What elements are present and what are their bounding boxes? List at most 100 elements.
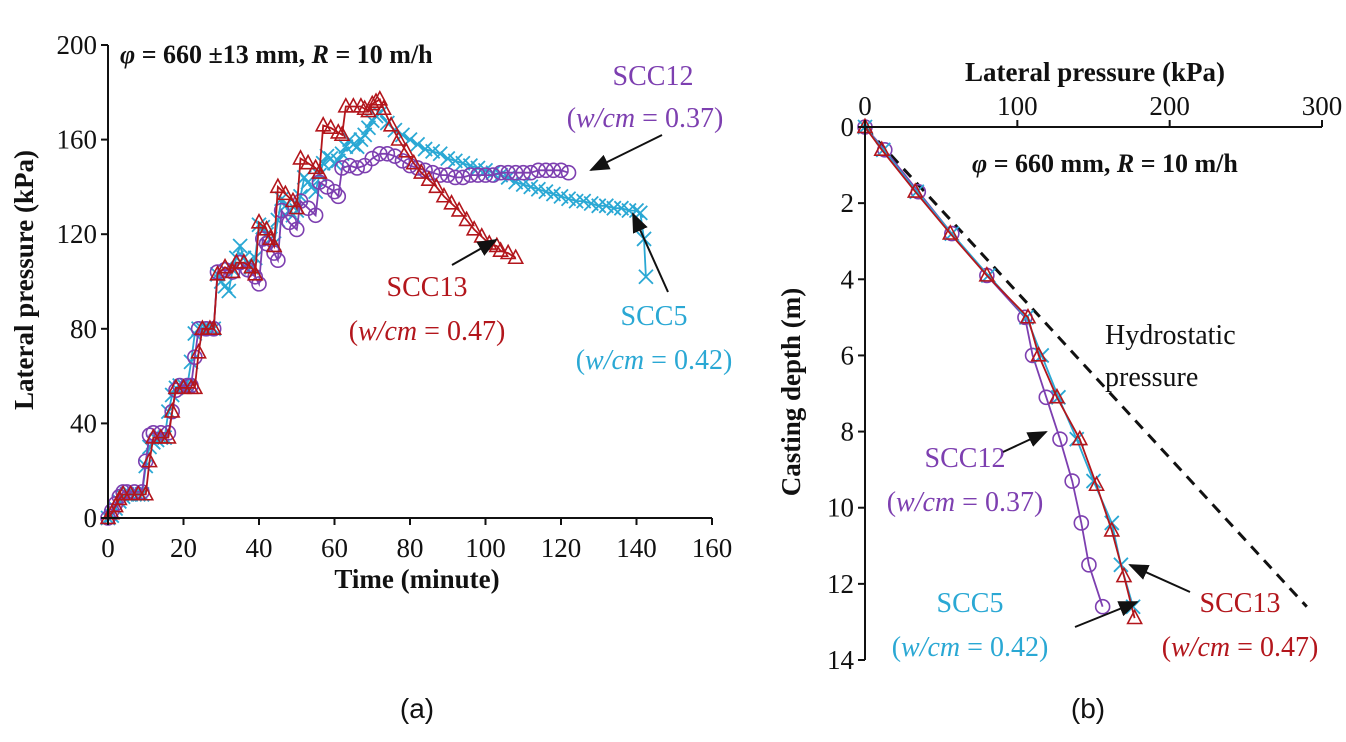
annotation-b-scc5-wcm: (w/cm = 0.42) bbox=[892, 632, 1049, 663]
series-b-scc13-point-9 bbox=[1088, 475, 1105, 492]
series-b-scc13-point-7 bbox=[1048, 387, 1066, 404]
chart-a-ytick-label-160: 160 bbox=[57, 125, 98, 155]
series-b-scc12-point-8 bbox=[1052, 431, 1068, 447]
chart-a-xtick-label-160: 160 bbox=[692, 533, 733, 563]
series-a-scc13-point-42 bbox=[329, 123, 347, 139]
series-b-scc12-point-12 bbox=[1094, 598, 1111, 615]
series-a-scc13-point-32 bbox=[269, 177, 287, 194]
series-a-scc5-point-66 bbox=[349, 139, 365, 155]
series-a-scc12-point-35 bbox=[288, 221, 305, 238]
annotation-b-scc13-wcm: (w/cm = 0.47) bbox=[1162, 632, 1319, 663]
chart-b-axes: 0 100 200 300 0 2 4 6 8 10 12 14 bbox=[827, 91, 1342, 675]
chart-a-ytick-label-120: 120 bbox=[57, 219, 98, 249]
chart-a-xtick-label-0: 0 bbox=[101, 533, 115, 563]
chart-b-ytick-label-2: 2 bbox=[841, 188, 855, 218]
series-a-scc13-point-61 bbox=[443, 194, 460, 210]
chart-a-xtick-label-20: 20 bbox=[170, 533, 197, 563]
series-a-scc13-point-29 bbox=[258, 220, 275, 236]
series-a-scc12-point-67 bbox=[515, 164, 532, 181]
chart-a-condition: φ = 660 ±13 mm, R = 10 m/h bbox=[120, 40, 433, 69]
chart-a-ylabel: Lateral pressure (kPa) bbox=[9, 150, 39, 410]
series-b-scc13-point-6 bbox=[1030, 346, 1047, 362]
series-a-scc13-point-60 bbox=[435, 186, 453, 203]
chart-a-ytick-label-80: 80 bbox=[70, 314, 97, 344]
series-b-scc13-point-2 bbox=[906, 182, 924, 198]
series-a-scc13-point-41 bbox=[322, 118, 340, 134]
series-a-scc12-point-23 bbox=[217, 261, 233, 278]
chart-b-xtick-label-0: 0 bbox=[858, 91, 872, 121]
series-b-scc12-point-9 bbox=[1064, 473, 1080, 489]
series-b-scc13-line bbox=[864, 126, 1136, 619]
panel-label-a: (a) bbox=[400, 693, 434, 724]
chart-a-xtick-label-140: 140 bbox=[616, 533, 657, 563]
series-b-scc12-point-10 bbox=[1073, 515, 1090, 531]
series-a-scc13-point-20 bbox=[205, 319, 223, 335]
series-a-scc13-point-39 bbox=[311, 163, 328, 179]
annotation-a-scc13-wcm: (w/cm = 0.47) bbox=[349, 316, 506, 347]
series-a-scc12-point-61 bbox=[470, 167, 486, 183]
series-a-scc13-point-54 bbox=[390, 130, 408, 146]
series-a-scc13-point-49 bbox=[363, 94, 381, 111]
chart-b-xtick-label-100: 100 bbox=[997, 91, 1038, 121]
series-a-scc13-point-62 bbox=[450, 201, 468, 217]
series-a-scc5-point-77 bbox=[409, 136, 426, 152]
series-a-scc13-point-63 bbox=[458, 210, 475, 227]
chart-b-condition: φ = 660 mm, R = 10 m/h bbox=[972, 149, 1238, 178]
series-a-scc13-point-28 bbox=[250, 212, 268, 229]
series-a-scc5-point-80 bbox=[432, 146, 448, 162]
series-a-scc12-point-70 bbox=[538, 162, 554, 179]
series-a-scc12-point-49 bbox=[379, 145, 396, 162]
series-b-scc13-point-8 bbox=[1071, 429, 1089, 446]
arrow-a-scc13 bbox=[451, 239, 498, 266]
chart-a-series bbox=[99, 89, 654, 526]
series-a-scc5-point-98 bbox=[568, 193, 584, 209]
series-a-scc13-point-12 bbox=[163, 402, 181, 418]
series-b-scc13-point-5 bbox=[1019, 307, 1037, 324]
hydrostatic-label-line2: pressure bbox=[1105, 362, 1198, 393]
series-a-scc12-point-39 bbox=[311, 174, 328, 190]
series-a-scc13-point-23 bbox=[224, 262, 241, 279]
chart-a-xtick-label-80: 80 bbox=[397, 533, 424, 563]
annotation-a-scc12-wcm: (w/cm = 0.37) bbox=[567, 103, 724, 134]
series-a-scc12-point-71 bbox=[545, 162, 562, 179]
chart-b-ytick-label-14: 14 bbox=[827, 645, 855, 675]
panel-label-b: (b) bbox=[1071, 693, 1105, 724]
series-b-scc12-point-3 bbox=[944, 225, 960, 242]
series-b-scc5 bbox=[857, 119, 1141, 615]
series-a-scc13-point-22 bbox=[216, 257, 234, 274]
chart-a-xlabel: Time (minute) bbox=[334, 564, 499, 594]
series-b-scc12-line bbox=[864, 126, 1104, 607]
series-a-scc12-point-28 bbox=[251, 276, 267, 292]
chart-a-xtick-label-100: 100 bbox=[465, 533, 506, 563]
chart-b-series bbox=[856, 117, 1308, 625]
series-b-scc12 bbox=[857, 119, 1111, 615]
series-a-scc13-point-55 bbox=[397, 142, 415, 158]
series-a-scc12-point-32 bbox=[270, 252, 286, 269]
series-a-scc5-point-69 bbox=[360, 120, 377, 136]
series-a-scc5-point-103 bbox=[606, 200, 622, 216]
series-a-scc12-point-60 bbox=[462, 167, 479, 183]
series-a-scc12-point-72 bbox=[553, 162, 569, 179]
annotation-a-scc5-wcm: (w/cm = 0.42) bbox=[576, 345, 733, 376]
series-b-scc13-point-3 bbox=[941, 224, 959, 240]
series-a-scc13-point-58 bbox=[420, 170, 438, 186]
chart-a-axes: 0 20 40 60 80 100 120 140 160 0 40 80 120 160 200 bbox=[57, 30, 733, 563]
annotation-a-scc13-name: SCC13 bbox=[387, 272, 468, 303]
series-a-scc13-point-7 bbox=[137, 484, 155, 501]
chart-b-xlabel: Lateral pressure (kPa) bbox=[965, 57, 1225, 87]
chart-a: 0 20 40 60 80 100 120 140 160 0 40 80 120 160 200 φ = … bbox=[9, 30, 732, 724]
series-a-scc5-point-32 bbox=[221, 283, 237, 299]
arrow-b-scc13 bbox=[1128, 564, 1191, 593]
chart-b-xtick-label-200: 200 bbox=[1149, 91, 1190, 121]
series-b-scc13-point-10 bbox=[1103, 521, 1121, 537]
series-a-scc13-point-31 bbox=[265, 236, 283, 253]
series-a-scc12-point-65 bbox=[500, 164, 516, 181]
annotation-b-scc12-name: SCC12 bbox=[925, 443, 1006, 474]
annotation-b-scc5-name: SCC5 bbox=[937, 588, 1004, 619]
hydrostatic-label-line1: Hydrostatic bbox=[1105, 320, 1236, 351]
series-a-scc13-point-59 bbox=[428, 177, 445, 194]
series-a-scc12-point-73 bbox=[560, 164, 577, 181]
series-b-scc5-line bbox=[864, 126, 1134, 607]
series-a-scc12-point-66 bbox=[507, 164, 524, 181]
